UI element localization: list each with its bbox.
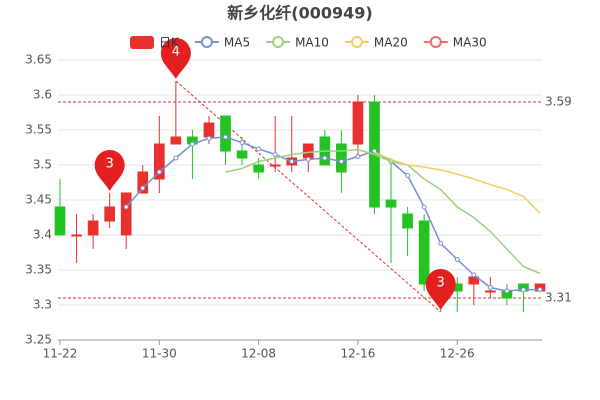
x-tick-label: 11-30 — [142, 347, 177, 361]
reference-label: 3.59 — [545, 95, 572, 109]
ma-point — [471, 272, 477, 278]
candle-body — [485, 290, 496, 293]
ma-point — [173, 155, 179, 161]
trend-line — [175, 80, 442, 313]
y-tick-label: 3.55 — [25, 123, 52, 137]
x-tick-label: 12-16 — [340, 347, 375, 361]
ma-point — [156, 169, 162, 175]
candle-body — [220, 115, 231, 152]
ma-point — [355, 154, 361, 160]
candle-body — [336, 143, 347, 173]
ma-point — [289, 159, 295, 164]
y-tick-label: 3.25 — [25, 333, 52, 347]
ma-point — [487, 285, 493, 290]
candle-body — [54, 206, 66, 236]
candle-body — [153, 143, 165, 180]
ma-point — [123, 204, 129, 210]
x-tick-label: 12-08 — [241, 347, 276, 361]
legend-label[interactable]: 日K — [159, 36, 180, 50]
ma-line — [374, 151, 541, 214]
candle-body — [170, 136, 182, 145]
pin-label: 4 — [172, 45, 180, 60]
candle-body — [269, 164, 281, 167]
ma-point — [520, 287, 526, 293]
ma-point — [305, 156, 311, 162]
ma-point — [504, 288, 510, 294]
candle-body — [352, 101, 364, 145]
y-tick-label: 3.4 — [33, 228, 52, 242]
legend-label[interactable]: MA10 — [295, 36, 329, 50]
ma-point — [338, 159, 344, 164]
pin — [94, 150, 125, 191]
ma-point — [140, 185, 146, 191]
ma-point — [405, 173, 411, 178]
y-tick-label: 3.65 — [25, 53, 52, 67]
y-tick-label: 3.5 — [33, 158, 52, 172]
ma-point — [239, 140, 245, 146]
ma-point — [256, 146, 262, 152]
legend-icon — [200, 36, 213, 48]
ma-point — [272, 152, 278, 157]
pin — [425, 269, 456, 310]
pin-label: 3 — [106, 157, 114, 172]
candle-body — [402, 213, 413, 229]
legend-icon — [350, 36, 363, 48]
candle-body — [71, 234, 82, 237]
pin — [160, 38, 191, 79]
y-tick-label: 3.3 — [33, 298, 52, 312]
chart-title: 新乡化纤(000949) — [227, 4, 372, 23]
ma-point — [206, 135, 212, 141]
reference-label: 3.31 — [545, 291, 572, 305]
ma-point — [223, 134, 229, 140]
x-tick-label: 11-22 — [43, 347, 78, 361]
ma-line — [125, 136, 540, 292]
ma-point — [421, 204, 427, 210]
ma-point — [537, 287, 543, 293]
candle-body — [87, 220, 99, 236]
legend-label[interactable]: MA30 — [453, 36, 487, 50]
y-tick-label: 3.45 — [25, 193, 52, 207]
ma-line — [225, 148, 541, 275]
candle-body — [418, 220, 430, 285]
candle-body — [120, 192, 132, 236]
candle-body — [253, 164, 264, 173]
y-tick-label: 3.35 — [25, 263, 52, 277]
x-tick-label: 12-26 — [440, 347, 475, 361]
ma-point — [322, 155, 328, 161]
candle-body — [236, 150, 248, 159]
candle-body — [302, 143, 314, 159]
candle-body — [385, 199, 397, 208]
legend-label[interactable]: MA20 — [374, 36, 408, 50]
legend-icon — [272, 36, 285, 48]
candle-body — [104, 206, 115, 222]
ma-point — [189, 141, 195, 147]
y-tick-label: 3.6 — [33, 88, 52, 102]
legend-icon — [429, 36, 442, 48]
pin-label: 3 — [437, 276, 445, 291]
ma-point — [438, 240, 444, 246]
legend-label[interactable]: MA5 — [224, 36, 250, 50]
ma-point — [454, 257, 460, 262]
legend-icon — [130, 36, 154, 49]
candle-body — [203, 122, 215, 138]
